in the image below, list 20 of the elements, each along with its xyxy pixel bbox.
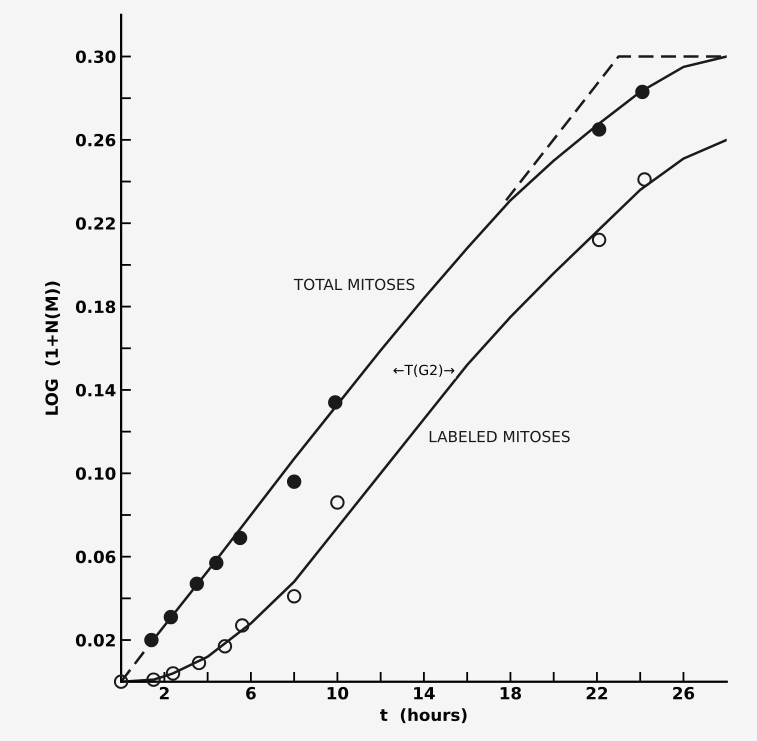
x-tick-label: 18 <box>500 686 521 700</box>
x-tick-label: 26 <box>673 686 694 700</box>
y-tick-label: 0.26 <box>76 134 116 146</box>
y-tick-label: 0.18 <box>76 300 116 314</box>
annotation: ←T(G2)→ <box>394 364 454 377</box>
x-tick-label: 10 <box>328 686 348 700</box>
y-tick-label: 0.30 <box>76 50 116 64</box>
series-label: LABELED MITOSES <box>430 430 570 442</box>
x-tick-label: 14 <box>414 687 435 700</box>
y-tick-label: 0.22 <box>76 217 115 230</box>
x-axis-title: t (hours) <box>380 708 467 724</box>
x-tick-label: 6 <box>246 686 256 700</box>
y-axis-title: LOG (1+N(M)) <box>45 282 60 415</box>
x-tick-label: 22 <box>586 686 608 700</box>
y-tick-label: 0.14 <box>76 384 116 397</box>
y-tick-label: 0.10 <box>76 467 116 480</box>
y-tick-label: 0.06 <box>76 550 116 564</box>
y-tick-label: 0.02 <box>76 634 115 647</box>
series-label: TOTAL MITOSES <box>294 278 414 290</box>
x-tick-label: 2 <box>160 686 169 700</box>
